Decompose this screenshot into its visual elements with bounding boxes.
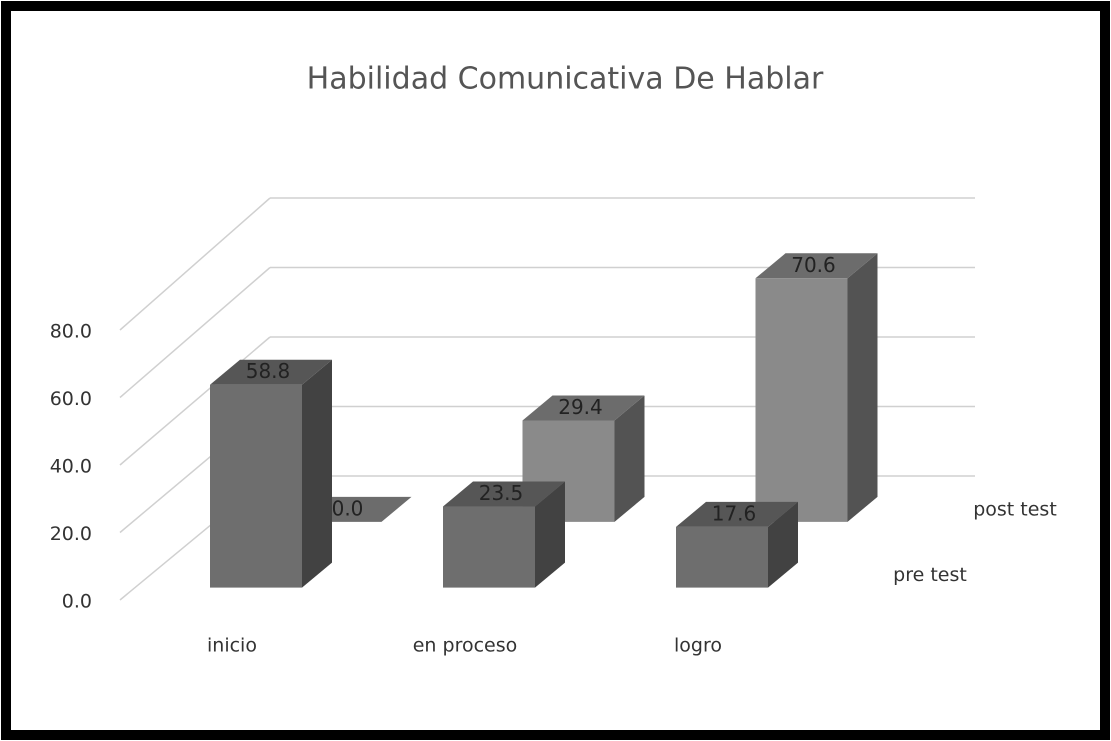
bar-top	[676, 501, 798, 527]
series-label: pre test	[893, 564, 967, 586]
data-label: 29.4	[558, 395, 603, 419]
x-tick-label: en proceso	[413, 635, 518, 657]
data-label: 70.6	[791, 253, 836, 277]
chart-title: Habilidad Comunicativa De Hablar	[307, 62, 824, 97]
y-tick-label: 20.0	[50, 523, 92, 545]
y-tick-label: 80.0	[50, 321, 92, 343]
bar-side	[614, 395, 645, 522]
y-tick-label: 0.0	[62, 591, 92, 613]
grid-line	[119, 336, 271, 466]
data-label: 58.8	[246, 359, 291, 383]
x-tick-label: inicio	[207, 635, 257, 657]
data-label: 17.6	[712, 501, 757, 525]
bar-side	[847, 253, 878, 522]
grid-line	[119, 197, 271, 331]
bar-top	[522, 395, 645, 421]
bar-top	[210, 359, 332, 385]
bar	[210, 384, 302, 588]
y-tick-label: 40.0	[50, 456, 92, 478]
bar-side	[302, 359, 332, 588]
data-label: 23.5	[479, 481, 524, 505]
bar-side	[535, 481, 565, 588]
bar	[443, 506, 535, 588]
bar-top	[443, 481, 565, 507]
grid-line	[119, 266, 271, 399]
data-label: 0.0	[332, 496, 364, 520]
x-tick-label: logro	[674, 635, 722, 657]
bar	[676, 526, 768, 588]
y-tick-label: 60.0	[50, 388, 92, 410]
bar	[755, 278, 848, 522]
series-label: post test	[973, 498, 1057, 520]
bar-side	[768, 501, 798, 588]
bar-top	[755, 253, 878, 279]
